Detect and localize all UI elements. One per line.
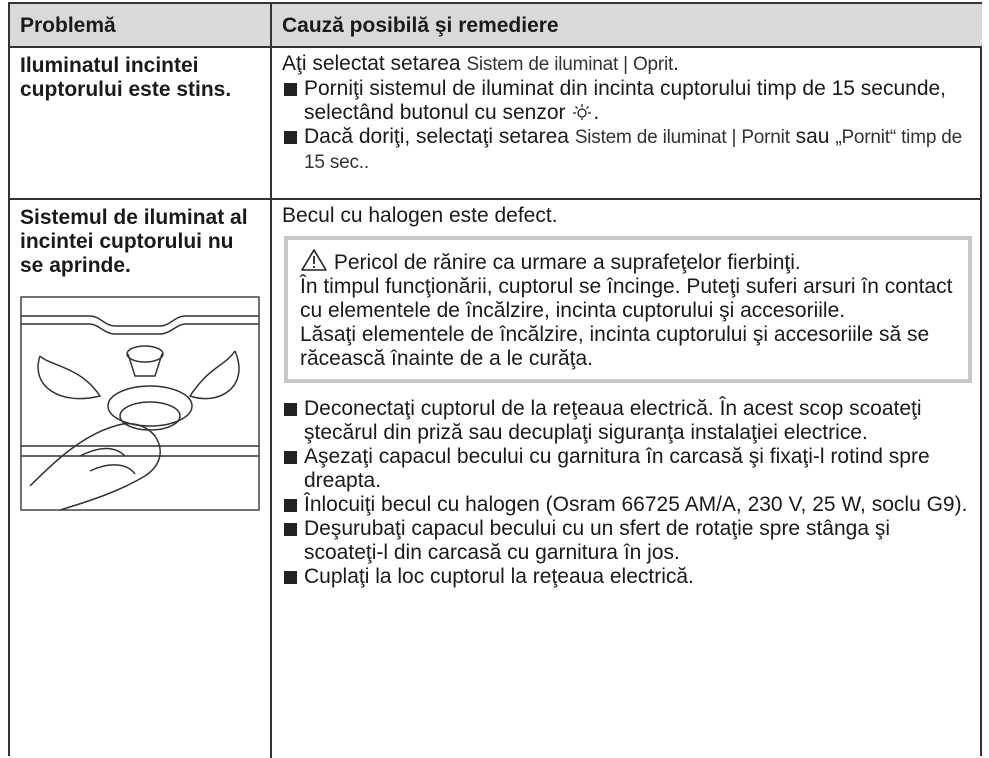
warning-text: În timpul funcţionării, cuptorul se înci… xyxy=(300,275,953,322)
text: . xyxy=(673,52,679,75)
cause-cell: Aţi selectat setarea Sistem de iluminat … xyxy=(272,48,982,198)
bullet: Deconectaţi cuptorul de la reţeaua elect… xyxy=(282,397,972,445)
bullet: Dacă doriţi, selectaţi setarea Sistem de… xyxy=(282,125,972,175)
cause-cell: Becul cu halogen este defect. Pericol de… xyxy=(272,200,982,758)
row-separator xyxy=(10,198,980,200)
bullet: Deşurubaţi capacul becului cu un sfert d… xyxy=(282,517,972,565)
bullet: Porniţi sistemul de iluminat din incinta… xyxy=(282,77,972,125)
header-problem: Problemă xyxy=(10,4,272,48)
setting: Sistem de iluminat | Pornit xyxy=(574,127,790,148)
bullet: Cuplaţi la loc cuptorul la reţeaua elect… xyxy=(282,565,972,589)
text: sau xyxy=(795,125,830,148)
text: Deşurubaţi capacul becului cu un sfert d… xyxy=(304,517,891,564)
warning-title: Pericol de rănire ca urmare a suprafeţel… xyxy=(333,251,801,274)
intro: Becul cu halogen este defect. xyxy=(282,204,558,227)
lamp-illustration xyxy=(20,296,260,511)
header-text: Cauză posibilă şi remediere xyxy=(282,14,559,37)
setting: „Pornit“ timp de 15 sec.. xyxy=(304,127,963,173)
bullet-list: Porniţi sistemul de iluminat din incinta… xyxy=(282,77,972,175)
setting: Sistem de iluminat | Oprit xyxy=(466,54,674,75)
bullet: Înlocuiţi becul cu halogen (Osram 66725 … xyxy=(282,493,972,517)
header-text: Problemă xyxy=(20,14,116,37)
problem-text: Sistemul de iluminat al incintei cuptoru… xyxy=(20,206,248,277)
intro: Aţi selectat setarea Sistem de iluminat … xyxy=(282,52,972,77)
bullet-list: Deconectaţi cuptorul de la reţeaua elect… xyxy=(282,397,972,589)
problem-cell: Iluminatul incintei cuptorului este stin… xyxy=(10,48,272,198)
text: Cuplaţi la loc cuptorul la reţeaua elect… xyxy=(304,565,694,588)
text: Porniţi sistemul de iluminat din incinta… xyxy=(304,77,947,124)
text: . xyxy=(593,101,600,124)
text: Dacă doriţi, selectaţi setarea xyxy=(304,125,569,148)
bullet: Aşezaţi capacul becului cu garnitura în … xyxy=(282,445,972,493)
problem-cell: Sistemul de iluminat al incintei cuptoru… xyxy=(10,200,272,758)
warning-icon xyxy=(301,249,327,271)
table: Problemă Cauză posibilă şi remediere Ilu… xyxy=(8,2,982,758)
warning-box: Pericol de rănire ca urmare a suprafeţel… xyxy=(284,236,972,383)
problem-text: Iluminatul incintei cuptorului este stin… xyxy=(20,54,232,101)
sensor-icon xyxy=(573,104,592,120)
text: Deconectaţi cuptorul de la reţeaua elect… xyxy=(304,397,922,444)
warning-title-line: Pericol de rănire ca urmare a suprafeţel… xyxy=(300,248,958,275)
text: Aţi selectat setarea xyxy=(282,52,461,75)
text: Înlocuiţi becul cu halogen (Osram 66725 … xyxy=(304,493,968,516)
warning-text: Lăsaţi elementele de încălzire, incinta … xyxy=(300,323,930,370)
header-cause: Cauză posibilă şi remediere xyxy=(272,4,982,48)
text: Aşezaţi capacul becului cu garnitura în … xyxy=(304,445,930,492)
